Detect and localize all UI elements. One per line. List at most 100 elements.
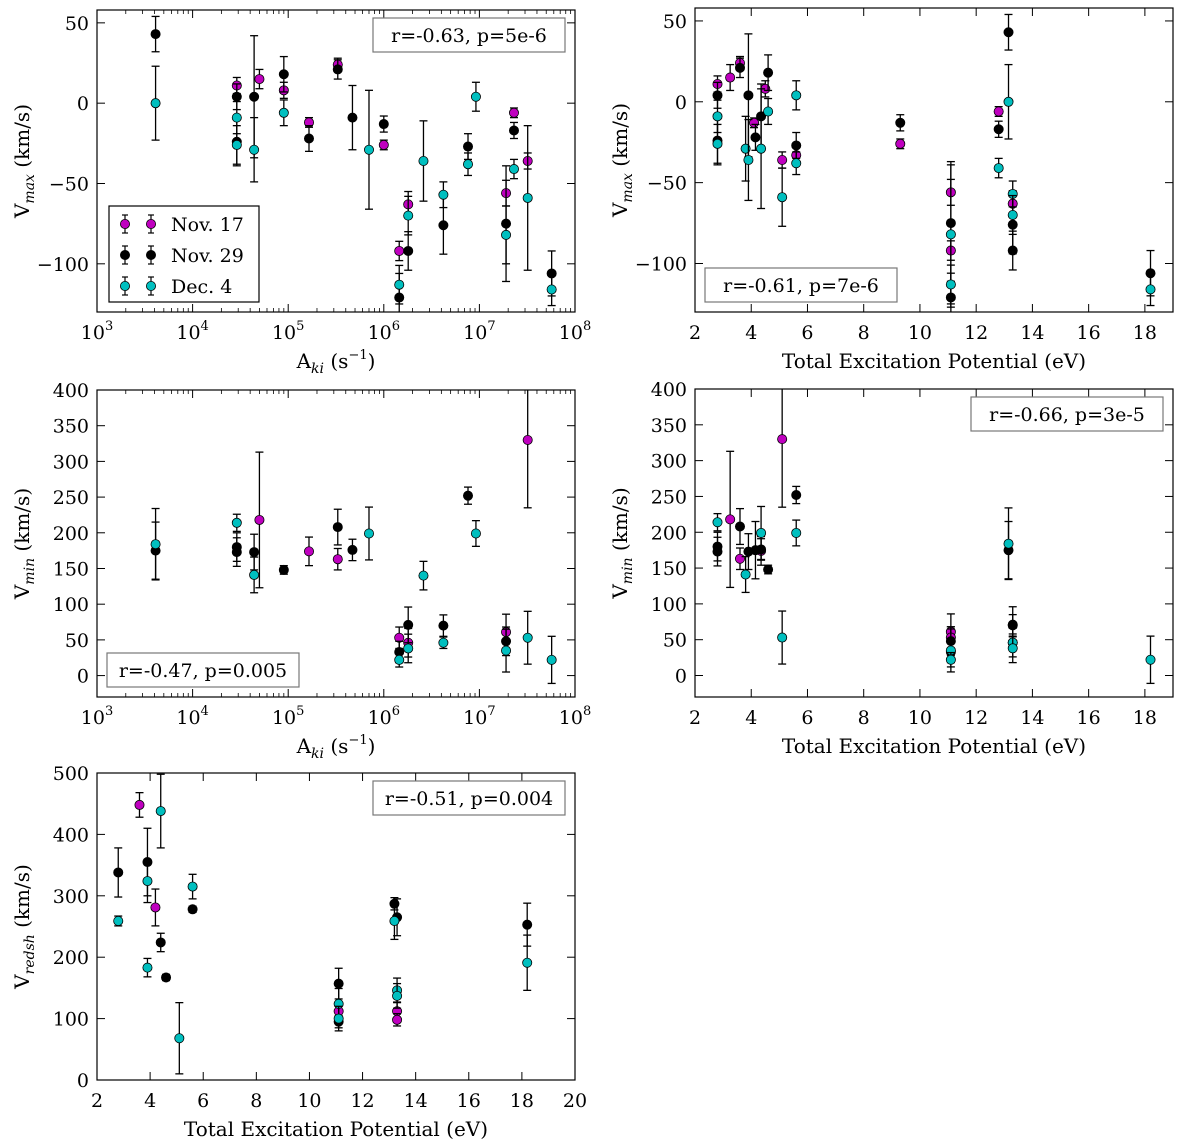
data-point	[712, 517, 723, 528]
x-tick-label: 106	[368, 319, 400, 344]
x-tick-label: 104	[176, 704, 208, 729]
y-axis-label: Vredsh (km/s)	[10, 864, 38, 990]
data-point	[303, 133, 314, 144]
x-tick-label: 14	[1020, 707, 1044, 729]
data-point	[187, 881, 198, 892]
x-tick-label: 4	[144, 1090, 156, 1112]
data-point	[332, 522, 343, 533]
data-point	[508, 125, 519, 136]
series-nov-29	[712, 485, 1018, 664]
data-point	[1003, 96, 1014, 107]
legend-label: Nov. 29	[171, 245, 244, 267]
y-tick-label: 300	[53, 451, 89, 473]
plot-frame	[96, 389, 576, 698]
data-point	[712, 111, 723, 122]
plot-frame	[96, 772, 576, 1081]
legend-label: Dec. 4	[171, 276, 232, 298]
data-point	[993, 106, 1004, 117]
data-point	[438, 189, 449, 200]
legend-marker	[145, 218, 156, 229]
series-nov-29	[150, 15, 557, 312]
data-point	[508, 164, 519, 175]
x-tick-label: 14	[404, 1090, 428, 1112]
y-tick-label: 100	[651, 594, 687, 616]
x-tick-label: 2	[689, 707, 701, 729]
series-dec-4	[150, 506, 557, 685]
plot-vmax-vs-aki: 103 104 105 106 107 108 50 0 −50 −100 Aki (s−1) Vma…	[10, 9, 591, 377]
data-point	[1145, 654, 1156, 665]
data-point	[347, 112, 358, 123]
data-point	[522, 192, 533, 203]
plot-frame	[694, 7, 1174, 313]
y-tick-label: 300	[651, 451, 687, 473]
x-tick-label: 103	[81, 704, 113, 729]
legend-box	[108, 205, 260, 303]
series-nov-29	[113, 827, 533, 1029]
legend-marker	[120, 218, 131, 229]
data-point	[546, 284, 557, 295]
series-nov-17	[231, 57, 533, 262]
data-point	[1003, 538, 1014, 549]
data-point	[332, 64, 343, 75]
data-point	[150, 902, 161, 913]
data-point	[378, 119, 389, 130]
x-tick-label: 6	[801, 322, 813, 344]
x-tick-label: 105	[272, 319, 304, 344]
y-axis-label: Vmin (km/s)	[10, 488, 38, 600]
y-tick-label: 400	[53, 380, 89, 402]
data-point	[394, 654, 405, 665]
data-point	[501, 645, 512, 656]
data-point	[142, 876, 153, 887]
legend-marker	[120, 249, 131, 260]
x-tick-label: 104	[176, 319, 208, 344]
y-tick-label: 100	[53, 1009, 89, 1031]
data-point	[777, 632, 788, 643]
data-point	[155, 937, 166, 948]
data-point	[734, 62, 745, 73]
data-layer	[113, 773, 533, 1075]
data-point	[749, 117, 760, 128]
x-tick-label: 6	[197, 1090, 209, 1112]
x-tick-label: 2	[689, 322, 701, 344]
data-point	[895, 117, 906, 128]
x-tick-label: 12	[964, 322, 988, 344]
x-tick-label: 16	[457, 1090, 481, 1112]
legend: Nov. 17 Nov. 29 Dec. 4	[108, 205, 260, 303]
data-point	[418, 155, 429, 166]
data-point	[249, 144, 260, 155]
data-point	[993, 124, 1004, 135]
y-tick-label: 150	[53, 558, 89, 580]
y-tick-label: 0	[77, 1070, 89, 1092]
data-point	[303, 546, 314, 557]
x-tick-label: 2	[91, 1090, 103, 1112]
data-point	[945, 279, 956, 290]
x-axis-label: Aki (s−1)	[296, 733, 376, 762]
data-point	[187, 904, 198, 915]
y-tick-label: −100	[37, 254, 89, 276]
data-point	[712, 541, 723, 552]
data-point	[522, 434, 533, 445]
data-point	[231, 112, 242, 123]
legend-marker	[145, 249, 156, 260]
data-point	[332, 554, 343, 565]
data-point	[777, 434, 788, 445]
x-axis-label: Total Excitation Potential (eV)	[782, 734, 1086, 758]
stat-text: r=-0.61, p=7e-6	[723, 275, 879, 297]
plot-vmax-vs-excitation: 2 4 6 8 10 12 14 16 18 50 0 −50 −100 Total Excitation…	[608, 7, 1174, 373]
x-tick-label: 18	[510, 1090, 534, 1112]
y-tick-label: 350	[53, 416, 89, 438]
data-point	[791, 527, 802, 538]
y-tick-label: −50	[647, 173, 687, 195]
data-point	[347, 544, 358, 555]
data-point	[463, 159, 474, 170]
data-point	[403, 619, 414, 630]
data-point	[791, 90, 802, 101]
data-point	[403, 643, 414, 654]
x-tick-label: 106	[368, 704, 400, 729]
data-point	[438, 620, 449, 631]
data-point	[763, 106, 774, 117]
data-point	[438, 220, 449, 231]
y-axis-label: Vmin (km/s)	[608, 487, 636, 599]
series-nov-29	[150, 486, 512, 664]
